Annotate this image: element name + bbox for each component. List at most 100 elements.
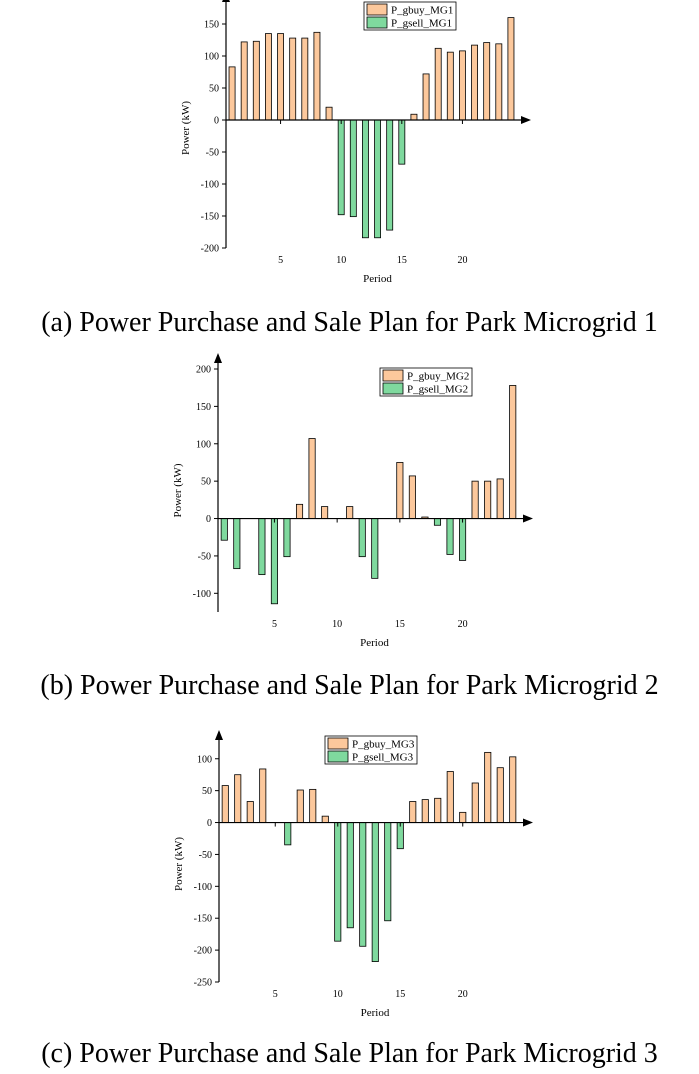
bar-b-s1-p2 [233,518,241,570]
bar-a-s0-p5 [277,33,284,121]
bar-a-s0-p1 [228,66,236,121]
bar-b-s1-p20 [459,518,467,561]
bar-b-s1-p12 [358,518,366,558]
bar-c-s1-p13 [371,822,379,962]
bar-c-s0-p8 [309,788,317,823]
x-tick-label-a: 5 [278,255,283,266]
bar-b-s0-p22 [484,480,492,519]
bar-a-s0-p16 [410,113,418,121]
legend-swatch-a-1 [366,16,388,29]
y-tick-label-a: -100 [201,180,219,191]
bar-a-s1-p12 [362,119,369,239]
y-tick-label-a: -50 [206,148,219,159]
y-tick-label-c: 0 [207,818,212,829]
bar-a-s1-p11 [349,119,357,218]
x-tick-label-a: 10 [336,255,346,266]
bar-b-s0-p9 [321,506,329,519]
x-axis-label-b: Period [360,637,389,649]
bar-a-s0-p7 [301,37,309,121]
y-tick-label-b: 100 [196,439,211,450]
y-tick-label-b: 0 [206,514,211,525]
legend-swatch-a-0 [366,3,388,16]
y-tick-label-c: -50 [199,850,212,861]
bar-c-s1-p14 [384,822,392,922]
y-axis-label-b: Power (kW) [172,463,184,517]
x-tick-label-b: 15 [395,619,405,630]
y-tick-label-a: -150 [201,212,219,223]
bar-a-s0-p6 [289,37,297,121]
legend-label-c-0: P_gbuy_MG3 [352,739,415,751]
y-tick-label-c: -200 [194,946,212,957]
y-tick-label-b: 200 [196,365,211,376]
y-tick-label-b: -100 [193,589,211,600]
y-tick-label-a: -200 [201,244,219,255]
x-tick-label-c: 15 [395,989,405,1000]
y-tick-label-b: 50 [201,477,211,488]
x-tick-label-b: 5 [272,619,277,630]
bar-a-s0-p23 [495,43,503,121]
bar-a-s0-p8 [313,31,321,121]
legend-swatch-c-0 [327,737,349,750]
bar-a-s0-p2 [240,41,248,121]
bar-c-s0-p3 [246,801,254,823]
bar-c-s0-p17 [421,799,429,823]
y-tick-label-b: -50 [198,551,211,562]
chart-a: 150 100 50 0 -50 -100 -150 -200 5 10 15 20 Period Pow… [180,0,531,285]
legend-label-c-1: P_gsell_MG3 [352,752,414,764]
bar-a-s0-p4 [265,33,272,121]
bar-b-s1-p4 [258,518,266,576]
bar-a-s1-p15 [398,119,406,165]
y-tick-label-c: 100 [197,754,212,765]
bar-c-s0-p18 [434,797,442,823]
bar-c-s0-p24 [509,756,517,823]
x-tick-label-b: 10 [332,619,342,630]
bar-a-s0-p20 [459,50,466,121]
legend-label-a-0: P_gbuy_MG1 [391,5,453,17]
bar-b-s0-p24 [509,385,517,519]
bar-b-s0-p11 [346,506,354,519]
bar-b-s0-p7 [295,503,304,519]
bar-b-s0-p16 [408,475,416,519]
bar-a-s1-p10 [337,119,345,216]
bar-a-s0-p17 [422,73,430,121]
bar-b-s1-p1 [220,518,228,541]
legend-swatch-c-1 [327,750,349,763]
y-tick-label-c: -100 [194,882,212,893]
x-tick-label-b: 20 [458,619,468,630]
bar-c-s1-p11 [346,822,354,929]
bar-a-s0-p24 [507,17,515,121]
bar-b-s1-p19 [446,518,454,555]
y-tick-label-b: 150 [196,402,211,413]
y-tick-label-c: -150 [194,914,212,925]
bar-b-s1-p6 [283,518,291,558]
legend-label-b-1: P_gsell_MG2 [407,384,468,396]
bar-b-s0-p15 [396,462,404,519]
chart-b: 200 150 100 50 0 -50 -100 5 10 15 20 Period Power (k… [172,353,533,649]
bar-b-s1-p13 [371,518,379,579]
y-tick-label-a: 0 [214,116,219,127]
bar-a-s0-p19 [446,51,454,121]
bar-c-s0-p23 [496,767,504,823]
bar-a-s1-p13 [374,119,381,239]
x-tick-label-c: 10 [333,989,343,1000]
bar-c-s0-p19 [446,771,454,823]
x-axis-label-a: Period [363,273,392,285]
bar-a-s0-p3 [252,40,260,121]
bar-a-s0-p9 [325,106,333,121]
bar-c-s0-p7 [296,789,304,823]
bar-c-s0-p16 [409,801,417,823]
y-tick-label-a: 150 [204,20,219,31]
bar-c-s0-p2 [234,774,242,823]
bar-c-s0-p1 [221,785,229,823]
y-tick-label-a: 100 [204,52,219,63]
bar-c-s0-p20 [459,811,467,823]
y-tick-label-a: 50 [209,84,219,95]
x-tick-label-c: 5 [273,989,278,1000]
legend-swatch-b-0 [382,369,404,382]
legend-swatch-b-1 [382,382,404,395]
bar-b-s1-p18 [433,518,442,526]
y-tick-label-c: -250 [194,978,212,989]
bar-b-s1-p5 [270,518,278,605]
chart-c: 100 50 0 -50 -100 -150 -200 -250 5 10 15 20 Period Po… [173,730,533,1019]
